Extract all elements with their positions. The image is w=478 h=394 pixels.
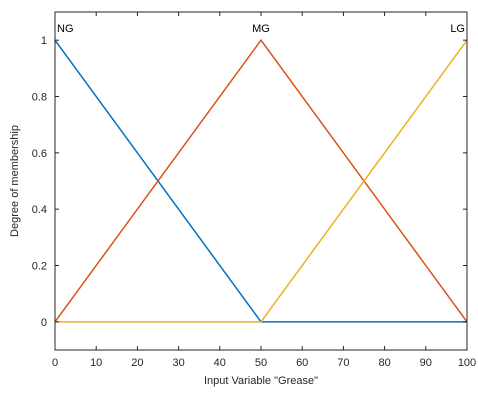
x-tick-label: 80: [378, 357, 390, 369]
y-tick-label: 0.8: [32, 92, 47, 104]
y-tick-label: 1: [41, 35, 47, 47]
y-tick-label: 0: [41, 317, 47, 329]
x-tick-label: 20: [131, 357, 143, 369]
series-line-lg: [55, 39, 468, 323]
x-tick-label: 50: [255, 357, 267, 369]
y-tick-label: 0.2: [32, 261, 47, 273]
y-axis-label: Degree of membership: [9, 125, 21, 237]
series-layer: [54, 38, 468, 323]
series-line-mg: [54, 38, 468, 323]
x-tick-label: 100: [458, 357, 476, 369]
axes-layer: 0 10 20 30 40 50 60 70 80 90 100 0 0.2 0.4 0.6 0.8 1: [32, 11, 476, 369]
plot-area: [55, 12, 467, 350]
x-tick-label: 60: [296, 357, 308, 369]
mf-label-ng: NG: [57, 23, 74, 35]
labels-layer: NG MG LG: [57, 23, 465, 35]
y-tick-label: 0.6: [32, 148, 47, 160]
x-tick-label: 40: [214, 357, 226, 369]
x-tick-label: 70: [337, 357, 349, 369]
x-axis-label: Input Variable "Grease": [204, 375, 318, 387]
y-tick-label: 0.4: [32, 204, 47, 216]
x-tick-label: 90: [420, 357, 432, 369]
x-tick-label: 0: [52, 357, 58, 369]
x-tick-label: 30: [172, 357, 184, 369]
mf-label-lg: LG: [450, 23, 465, 35]
mf-label-mg: MG: [252, 23, 270, 35]
x-tick-label: 10: [90, 357, 102, 369]
